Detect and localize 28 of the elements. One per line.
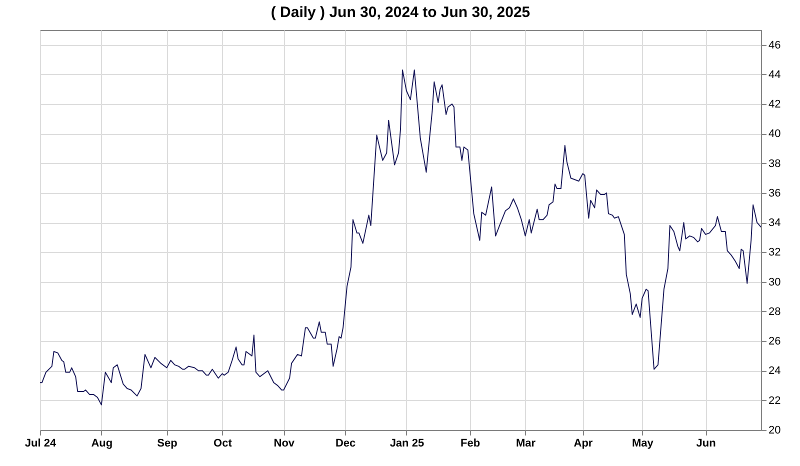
x-tick-label: Nov	[274, 438, 296, 450]
x-tick-label: Jul 24	[24, 438, 57, 450]
x-tick-label: Dec	[335, 438, 356, 450]
x-tick-label: Jan 25	[390, 438, 424, 450]
x-tick-label: Feb	[460, 438, 480, 450]
y-tick-label: 38	[768, 158, 781, 170]
x-tick-label: Sep	[157, 438, 178, 450]
y-tick-label: 26	[768, 336, 781, 348]
chart-title: ( Daily ) Jun 30, 2024 to Jun 30, 2025	[270, 4, 530, 21]
y-tick-label: 24	[768, 365, 781, 378]
y-tick-label: 40	[768, 128, 781, 140]
x-tick-label: Mar	[516, 438, 536, 450]
x-tick-label: Oct	[214, 438, 232, 450]
y-tick-label: 36	[768, 187, 781, 200]
y-tick-label: 20	[768, 424, 781, 436]
y-tick-label: 44	[768, 68, 781, 81]
x-tick-label: May	[632, 438, 654, 450]
x-tick-label: Aug	[91, 438, 113, 450]
y-tick-label: 46	[768, 39, 781, 52]
x-tick-label: Apr	[574, 438, 594, 450]
y-tick-label: 34	[768, 217, 781, 230]
y-tick-label: 42	[768, 98, 781, 111]
y-tick-label: 30	[768, 276, 781, 288]
x-tick-label: Jun	[696, 438, 716, 450]
y-tick-label: 32	[768, 246, 781, 259]
line-series	[40, 70, 761, 406]
y-tick-label: 28	[768, 306, 781, 318]
y-tick-label: 22	[768, 394, 781, 407]
